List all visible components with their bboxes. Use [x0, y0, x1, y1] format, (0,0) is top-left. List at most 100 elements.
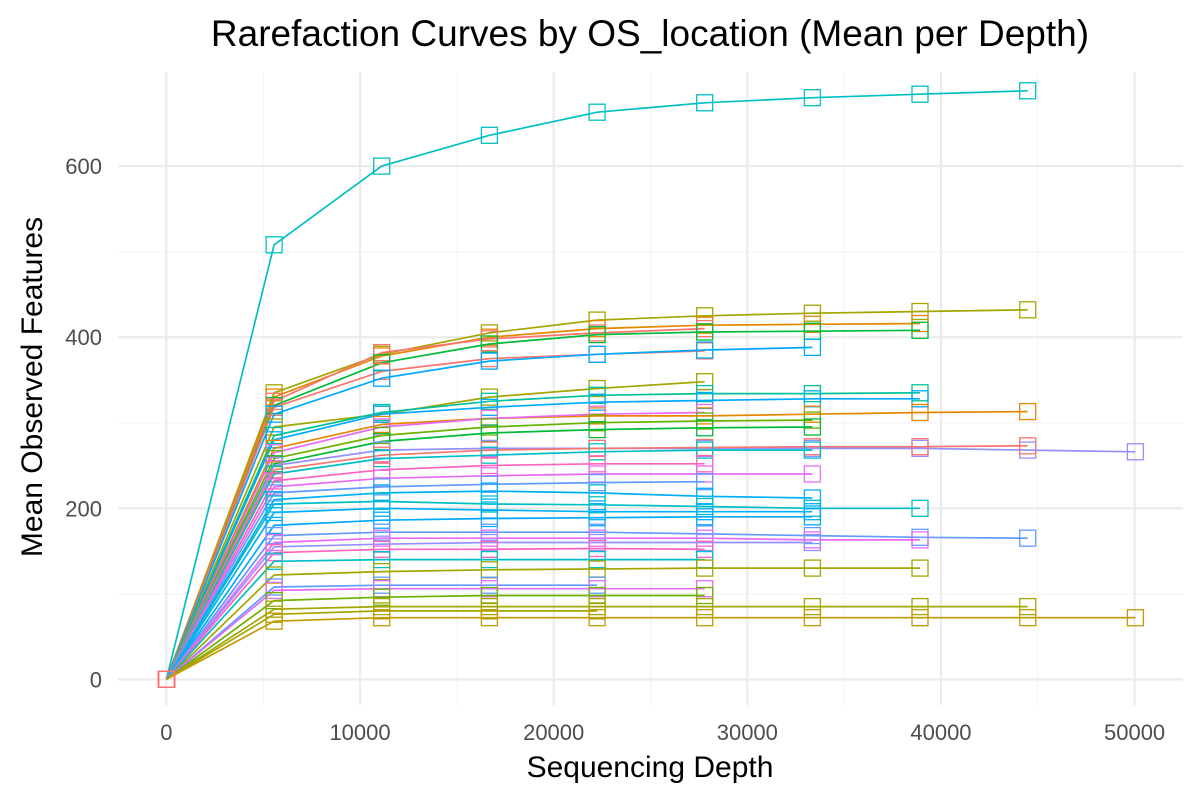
y-tick-label: 0 — [90, 667, 102, 692]
series-line — [165, 490, 813, 680]
series-group — [157, 609, 1145, 688]
series-line — [165, 327, 705, 680]
series-group — [157, 539, 714, 688]
data-point — [911, 302, 929, 321]
series-line — [165, 605, 1028, 681]
data-point — [803, 533, 822, 552]
data-point — [480, 609, 499, 627]
series-line — [165, 462, 705, 680]
data-point — [480, 550, 499, 569]
data-point — [1019, 609, 1037, 627]
data-point — [696, 586, 714, 605]
series-line — [165, 397, 920, 680]
series-line — [165, 89, 1028, 680]
series-group — [157, 418, 822, 688]
series-line — [165, 411, 705, 680]
data-point — [373, 449, 391, 468]
data-point — [696, 455, 714, 473]
data-point — [1019, 597, 1037, 616]
x-axis-label: Sequencing Depth — [527, 751, 774, 784]
data-point — [696, 419, 714, 437]
series-line — [165, 587, 705, 680]
series-line — [165, 541, 813, 680]
data-point — [480, 446, 499, 464]
data-point — [588, 609, 606, 627]
series-line — [165, 308, 1028, 680]
data-point — [588, 345, 606, 363]
series-line — [165, 480, 705, 680]
series-line — [165, 329, 921, 680]
series-group — [157, 301, 1037, 688]
data-point — [373, 369, 391, 387]
data-point — [588, 473, 606, 492]
series-line — [165, 584, 598, 680]
data-point — [588, 393, 606, 411]
data-point — [1019, 82, 1037, 100]
data-point — [803, 338, 822, 357]
data-point — [480, 456, 499, 475]
series-line — [165, 616, 1136, 681]
data-point — [911, 321, 929, 339]
series-line — [165, 558, 705, 680]
x-tick-label: 10000 — [329, 720, 390, 745]
data-point — [588, 443, 606, 461]
data-point — [373, 588, 391, 606]
data-point — [696, 441, 714, 459]
series-line — [165, 426, 813, 680]
data-point — [373, 550, 391, 569]
data-point — [480, 509, 499, 528]
series-line — [165, 449, 813, 680]
data-point — [1019, 437, 1037, 455]
y-tick-label: 200 — [65, 496, 102, 521]
data-point — [588, 539, 606, 558]
series-line — [165, 444, 1028, 680]
data-point — [373, 609, 391, 627]
tick-layer: 0 10000 20000 30000 40000 50000 0 200 400 600 — [65, 154, 1165, 745]
data-point — [265, 516, 283, 535]
data-point — [696, 341, 714, 359]
series-group — [157, 586, 714, 688]
data-point — [911, 597, 929, 616]
data-point — [373, 562, 391, 581]
data-point — [803, 441, 822, 459]
data-point — [803, 559, 822, 577]
x-tick-label: 30000 — [717, 720, 778, 745]
data-point — [373, 343, 391, 362]
data-point — [480, 352, 499, 370]
data-point — [480, 398, 499, 416]
data-point — [373, 511, 391, 529]
series-group — [157, 473, 714, 688]
series-group — [157, 508, 822, 688]
data-point — [696, 559, 714, 577]
data-point — [803, 465, 822, 483]
x-tick-label: 50000 — [1104, 720, 1165, 745]
series-line — [165, 322, 921, 680]
data-point — [588, 550, 606, 569]
data-point — [911, 403, 929, 422]
series-group — [157, 597, 1037, 688]
data-point — [265, 503, 283, 522]
series-line — [165, 391, 921, 680]
series-line — [165, 380, 705, 680]
data-point — [803, 418, 822, 436]
data-point — [588, 455, 606, 473]
data-point — [696, 540, 714, 558]
data-point — [803, 609, 822, 627]
data-point — [588, 509, 606, 527]
x-tick-label: 20000 — [523, 720, 584, 745]
data-point — [1019, 301, 1037, 319]
data-point — [803, 304, 822, 322]
data-point — [911, 531, 929, 549]
data-point — [911, 390, 929, 408]
data-point — [803, 597, 822, 616]
data-point — [588, 103, 606, 121]
series-line — [165, 419, 813, 680]
data-point — [696, 508, 714, 526]
series-line — [165, 531, 1028, 680]
data-point — [696, 473, 714, 491]
data-point — [803, 508, 822, 526]
data-point — [696, 94, 714, 112]
data-point — [373, 540, 391, 558]
data-point — [265, 236, 283, 254]
